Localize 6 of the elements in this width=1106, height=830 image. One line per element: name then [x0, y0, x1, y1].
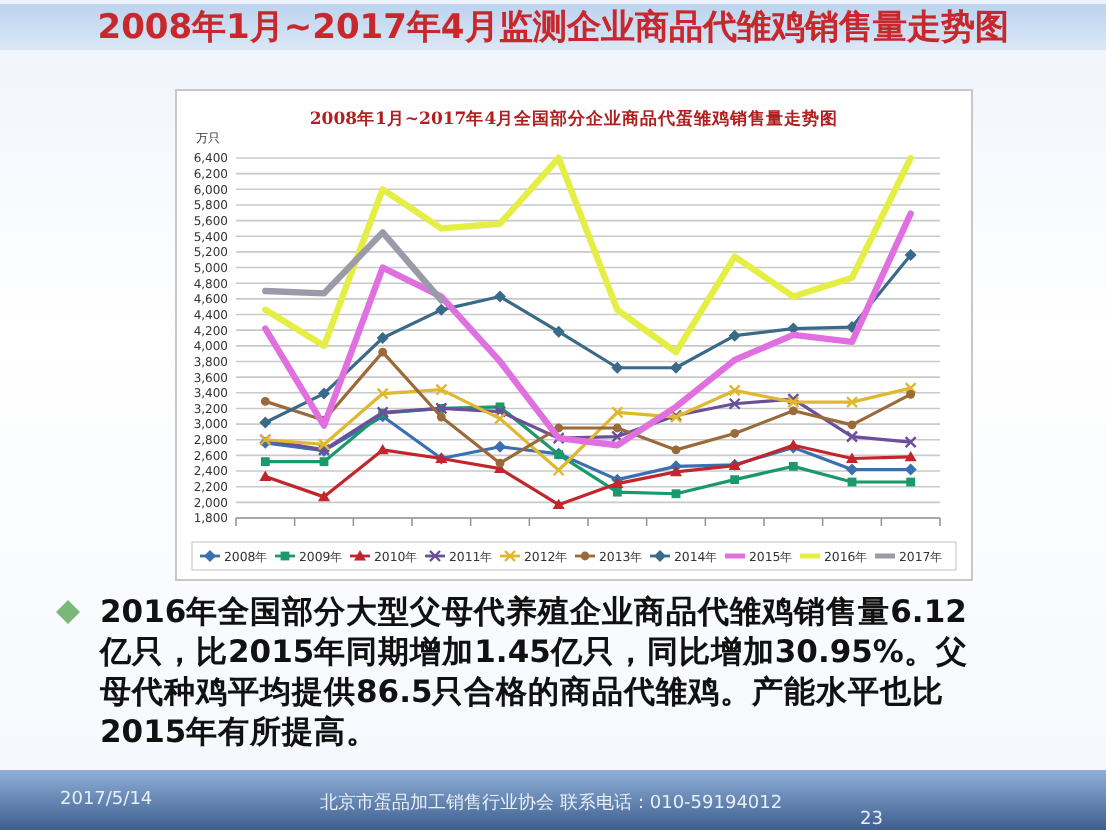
chart-title: 2008年1月~2017年4月监测企业商品代雏鸡销售量走势图 — [0, 4, 1106, 50]
chart-subtitle: 2008年1月~2017年4月全国部分企业商品代蛋雏鸡销售量走势图 — [309, 108, 839, 130]
text: 23 — [860, 810, 883, 830]
text: 2016年全国部分大型父母代养殖企业商品代雏鸡销售量6.12亿只，比2015年同期增加1.45亿只，同比增加30.95%。父母代种鸡平均提供86.5只合格的商品代雏鸡。产能水平也比2015年有所提高。 — [100, 592, 970, 752]
text: 北京市蛋品加工销售行业协会 联系电话：010-59194012 — [320, 791, 783, 816]
text: 2017/5/14 — [60, 790, 153, 810]
